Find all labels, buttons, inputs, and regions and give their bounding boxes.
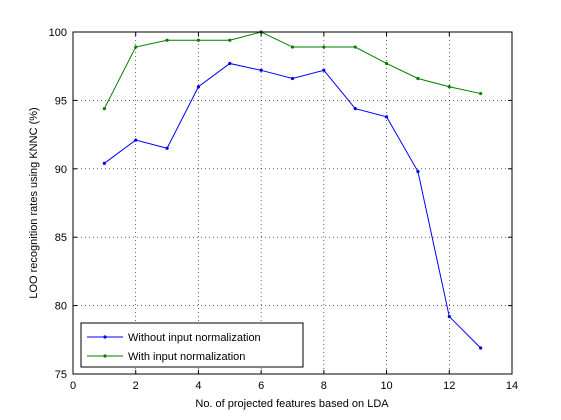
data-point-series-2 — [228, 38, 232, 42]
legend-box — [80, 322, 304, 368]
data-point-series-2 — [290, 45, 295, 49]
data-point-series-2 — [165, 38, 169, 42]
data-point-series-1 — [102, 161, 106, 165]
data-point-series-2 — [384, 61, 389, 66]
data-point-series-1 — [228, 61, 232, 66]
data-point-series-2 — [134, 45, 138, 49]
data-point-series-1 — [134, 138, 138, 142]
legend-marker-without-normalization — [103, 335, 107, 339]
x-tick-label: 10 — [380, 380, 392, 392]
x-tick-label: 0 — [70, 380, 76, 392]
x-tick-label: 12 — [443, 380, 455, 392]
data-point-series-1 — [416, 169, 420, 174]
data-point-series-1 — [196, 85, 201, 89]
plot-area — [73, 32, 512, 374]
data-point-series-2 — [322, 45, 326, 49]
legend-label-with-normalization: With input normalization — [128, 351, 245, 363]
tick-labels: 0 2 4 6 8 10 12 14 75 80 85 90 95 100 — [49, 27, 518, 392]
x-tick-label: 14 — [506, 380, 518, 392]
data-point-series-1 — [447, 314, 451, 319]
x-tick-label: 8 — [321, 380, 327, 392]
data-point-series-2 — [353, 45, 357, 49]
y-tick-label: 90 — [55, 164, 67, 176]
x-tick-label: 6 — [258, 380, 264, 392]
legend-marker-with-normalization — [103, 354, 107, 358]
y-tick-label: 75 — [55, 369, 67, 381]
data-point-series-2 — [447, 85, 451, 89]
legend: Without input normalization With input n… — [80, 322, 304, 368]
data-point-series-1 — [479, 346, 483, 350]
y-tick-label: 100 — [49, 27, 67, 39]
y-tick-label: 80 — [55, 301, 67, 313]
x-tick-label: 4 — [195, 380, 201, 392]
legend-label-without-normalization: Without input normalization — [128, 332, 261, 344]
data-point-series-1 — [353, 107, 357, 111]
y-tick-label: 95 — [55, 95, 67, 107]
data-point-series-2 — [102, 107, 106, 111]
y-axis-label: LOO recognition rates using KNNC (%) — [28, 107, 40, 298]
ticks — [72, 31, 513, 375]
x-axis-label: No. of projected features based on LDA — [195, 398, 389, 410]
data-point-series-1 — [290, 76, 295, 81]
series-layer — [102, 30, 483, 350]
data-point-series-2 — [196, 38, 201, 42]
data-point-series-1 — [322, 68, 326, 72]
x-tick-label: 2 — [133, 380, 139, 392]
data-point-series-1 — [384, 115, 389, 119]
data-point-series-2 — [416, 76, 420, 81]
y-tick-label: 85 — [55, 232, 67, 244]
plot-frame — [72, 31, 513, 375]
data-point-series-1 — [259, 68, 263, 72]
data-point-series-1 — [165, 146, 169, 150]
data-point-series-2 — [479, 91, 483, 96]
